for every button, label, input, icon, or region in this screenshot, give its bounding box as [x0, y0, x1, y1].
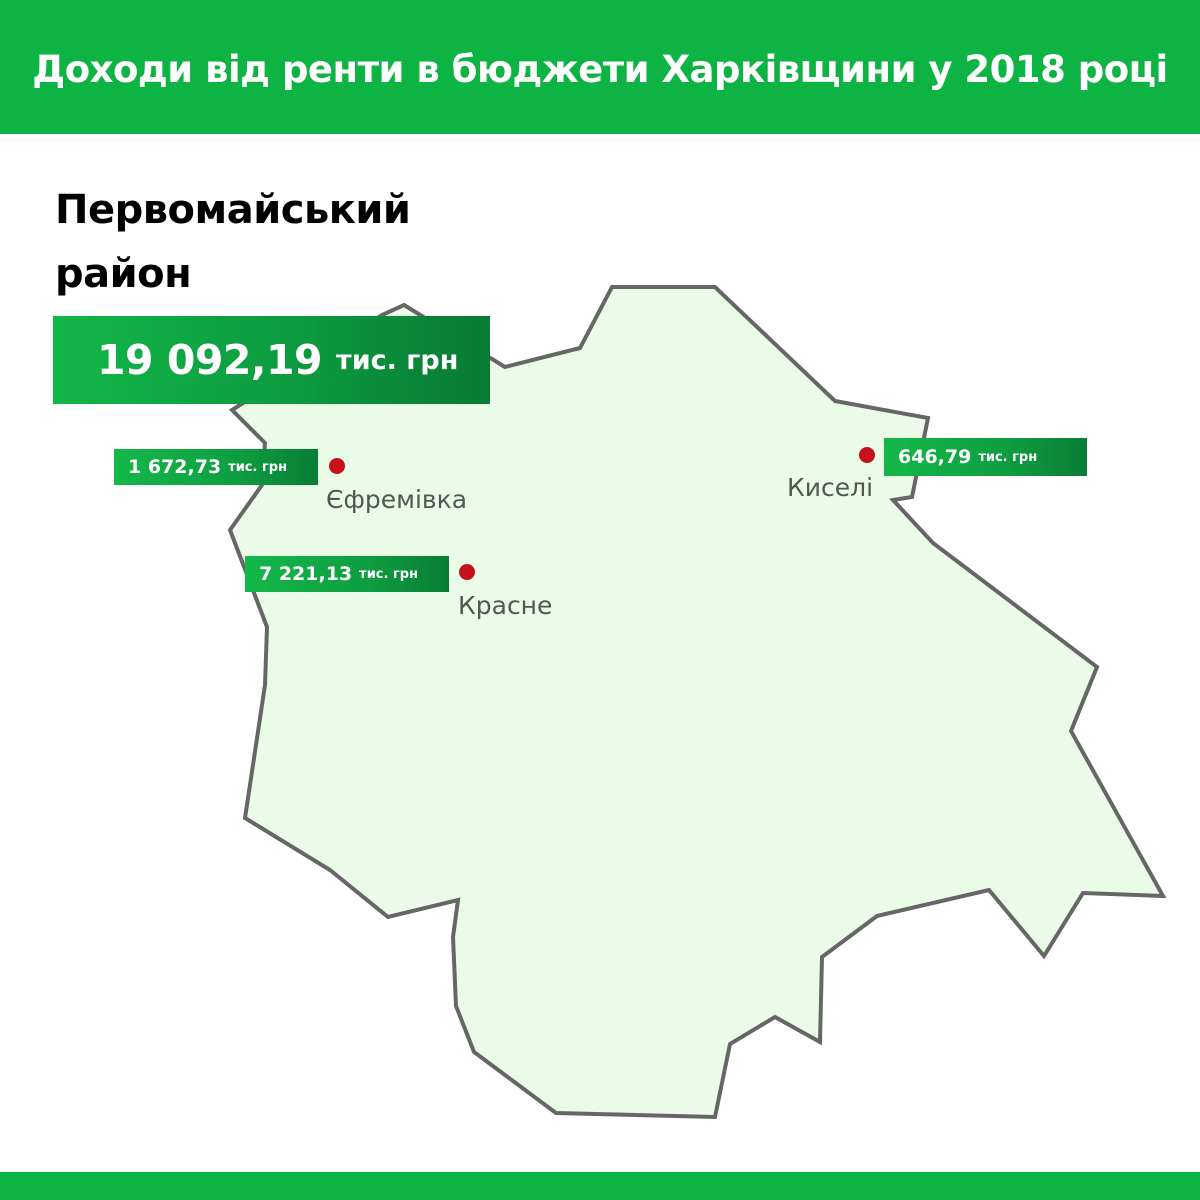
- village-unit: тис. грн: [978, 449, 1038, 465]
- village-name: Єфремівка: [326, 485, 468, 514]
- district-total-unit: тис. грн: [336, 344, 459, 376]
- village-value: 646,79: [898, 446, 972, 468]
- village-marker: [459, 564, 475, 580]
- district-outline: [227, 285, 1167, 1120]
- village-value-badge: 7 221,13 тис. грн: [245, 556, 449, 592]
- village-name: Красне: [458, 591, 553, 620]
- district-total-badge: 19 092,19 тис. грн: [53, 316, 490, 404]
- footer-bar: [0, 1172, 1200, 1200]
- district-name: Первомайський район: [55, 187, 411, 297]
- header-bar: Доходи від ренти в бюджети Харківщини у …: [0, 0, 1200, 134]
- village-value: 7 221,13: [259, 563, 353, 585]
- page-title: Доходи від ренти в бюджети Харківщини у …: [32, 48, 1168, 91]
- village-unit: тис. грн: [359, 566, 419, 582]
- village-value-badge: 1 672,73 тис. грн: [114, 449, 318, 485]
- village-value: 1 672,73: [128, 456, 222, 478]
- district-total-value: 19 092,19: [97, 336, 323, 384]
- village-marker: [859, 447, 875, 463]
- village-marker: [329, 458, 345, 474]
- village-name: Киселі: [787, 473, 874, 502]
- village-value-badge: 646,79 тис. грн: [884, 438, 1087, 476]
- village-unit: тис. грн: [228, 459, 288, 475]
